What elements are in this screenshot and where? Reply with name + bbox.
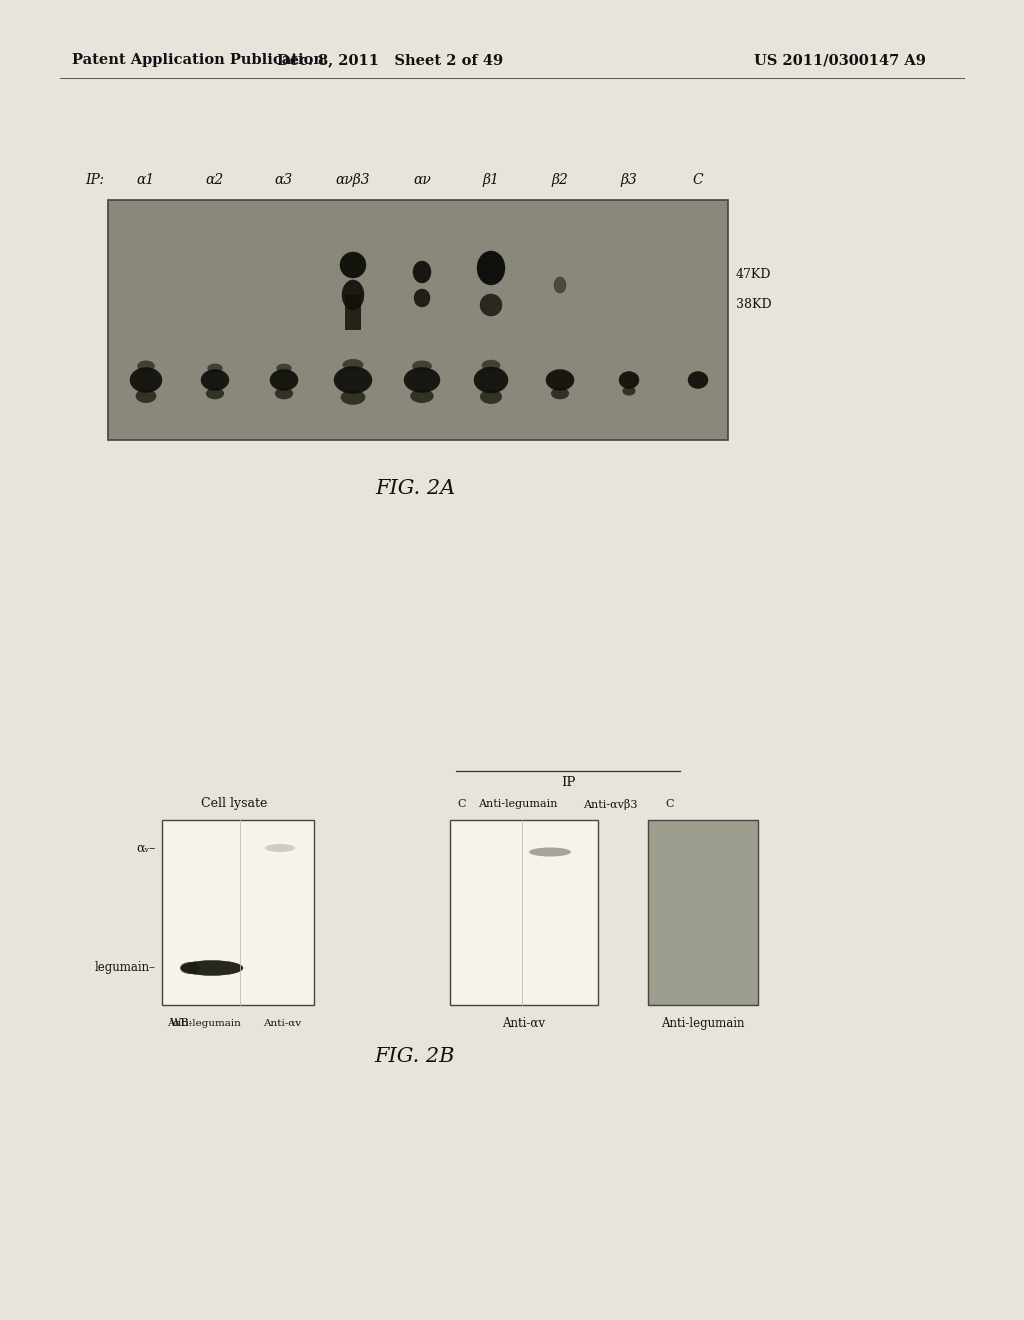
- Ellipse shape: [341, 389, 366, 405]
- Ellipse shape: [180, 962, 200, 974]
- Ellipse shape: [474, 367, 508, 393]
- Text: US 2011/0300147 A9: US 2011/0300147 A9: [754, 53, 926, 67]
- Ellipse shape: [270, 370, 298, 391]
- Text: β1: β1: [482, 173, 500, 187]
- Ellipse shape: [414, 289, 430, 308]
- Text: αᵥ–: αᵥ–: [136, 842, 156, 854]
- Text: Dec. 8, 2011   Sheet 2 of 49: Dec. 8, 2011 Sheet 2 of 49: [276, 53, 503, 67]
- Text: C: C: [666, 799, 674, 809]
- Ellipse shape: [340, 252, 366, 279]
- Bar: [162, 820, 314, 1005]
- Ellipse shape: [688, 371, 708, 388]
- Bar: [648, 820, 758, 1005]
- Ellipse shape: [334, 367, 372, 393]
- Ellipse shape: [207, 363, 222, 372]
- Bar: [450, 820, 598, 1005]
- Text: Patent Application Publication: Patent Application Publication: [72, 53, 324, 67]
- Ellipse shape: [342, 280, 364, 310]
- Text: C: C: [458, 799, 466, 809]
- Ellipse shape: [481, 360, 501, 371]
- Text: Anti-legumain: Anti-legumain: [478, 799, 558, 809]
- Text: α1: α1: [137, 173, 155, 187]
- Text: FIG. 2B: FIG. 2B: [375, 1048, 456, 1067]
- Bar: [345, 294, 361, 330]
- Bar: [108, 201, 728, 440]
- Ellipse shape: [413, 261, 431, 282]
- Ellipse shape: [546, 370, 574, 391]
- Text: Anti-legumain: Anti-legumain: [662, 1016, 744, 1030]
- Ellipse shape: [265, 843, 295, 851]
- Ellipse shape: [274, 388, 293, 400]
- Ellipse shape: [412, 360, 432, 371]
- Ellipse shape: [206, 388, 224, 400]
- Ellipse shape: [411, 389, 434, 403]
- Text: C: C: [692, 173, 703, 187]
- Text: legumain–: legumain–: [95, 961, 156, 974]
- Ellipse shape: [343, 359, 364, 371]
- Text: α3: α3: [274, 173, 293, 187]
- Ellipse shape: [276, 363, 292, 372]
- Ellipse shape: [137, 360, 155, 371]
- Text: IP:: IP:: [85, 173, 104, 187]
- Text: 38KD: 38KD: [736, 298, 772, 312]
- Ellipse shape: [551, 388, 569, 400]
- Text: ανβ3: ανβ3: [336, 173, 371, 187]
- Text: Anti-αvβ3: Anti-αvβ3: [583, 799, 637, 809]
- Ellipse shape: [135, 389, 157, 403]
- Ellipse shape: [201, 370, 229, 391]
- Text: WB:: WB:: [170, 1018, 194, 1028]
- Ellipse shape: [477, 251, 505, 285]
- Text: α2: α2: [206, 173, 224, 187]
- Ellipse shape: [623, 387, 636, 396]
- Ellipse shape: [181, 961, 243, 975]
- Text: Anti-αv: Anti-αv: [503, 1016, 546, 1030]
- Text: Anti-legumain: Anti-legumain: [167, 1019, 241, 1027]
- Ellipse shape: [404, 367, 440, 392]
- Text: FIG. 2A: FIG. 2A: [375, 479, 455, 498]
- Text: β2: β2: [552, 173, 568, 187]
- Text: IP: IP: [561, 776, 575, 788]
- Ellipse shape: [480, 294, 502, 315]
- Text: αν: αν: [413, 173, 431, 187]
- Ellipse shape: [618, 371, 639, 388]
- Ellipse shape: [480, 389, 502, 404]
- Text: Cell lysate: Cell lysate: [201, 797, 267, 810]
- Text: Anti-αv: Anti-αv: [263, 1019, 301, 1027]
- Ellipse shape: [130, 367, 162, 392]
- Ellipse shape: [529, 847, 571, 857]
- Ellipse shape: [554, 277, 566, 293]
- Text: 47KD: 47KD: [736, 268, 771, 281]
- Text: β3: β3: [621, 173, 637, 187]
